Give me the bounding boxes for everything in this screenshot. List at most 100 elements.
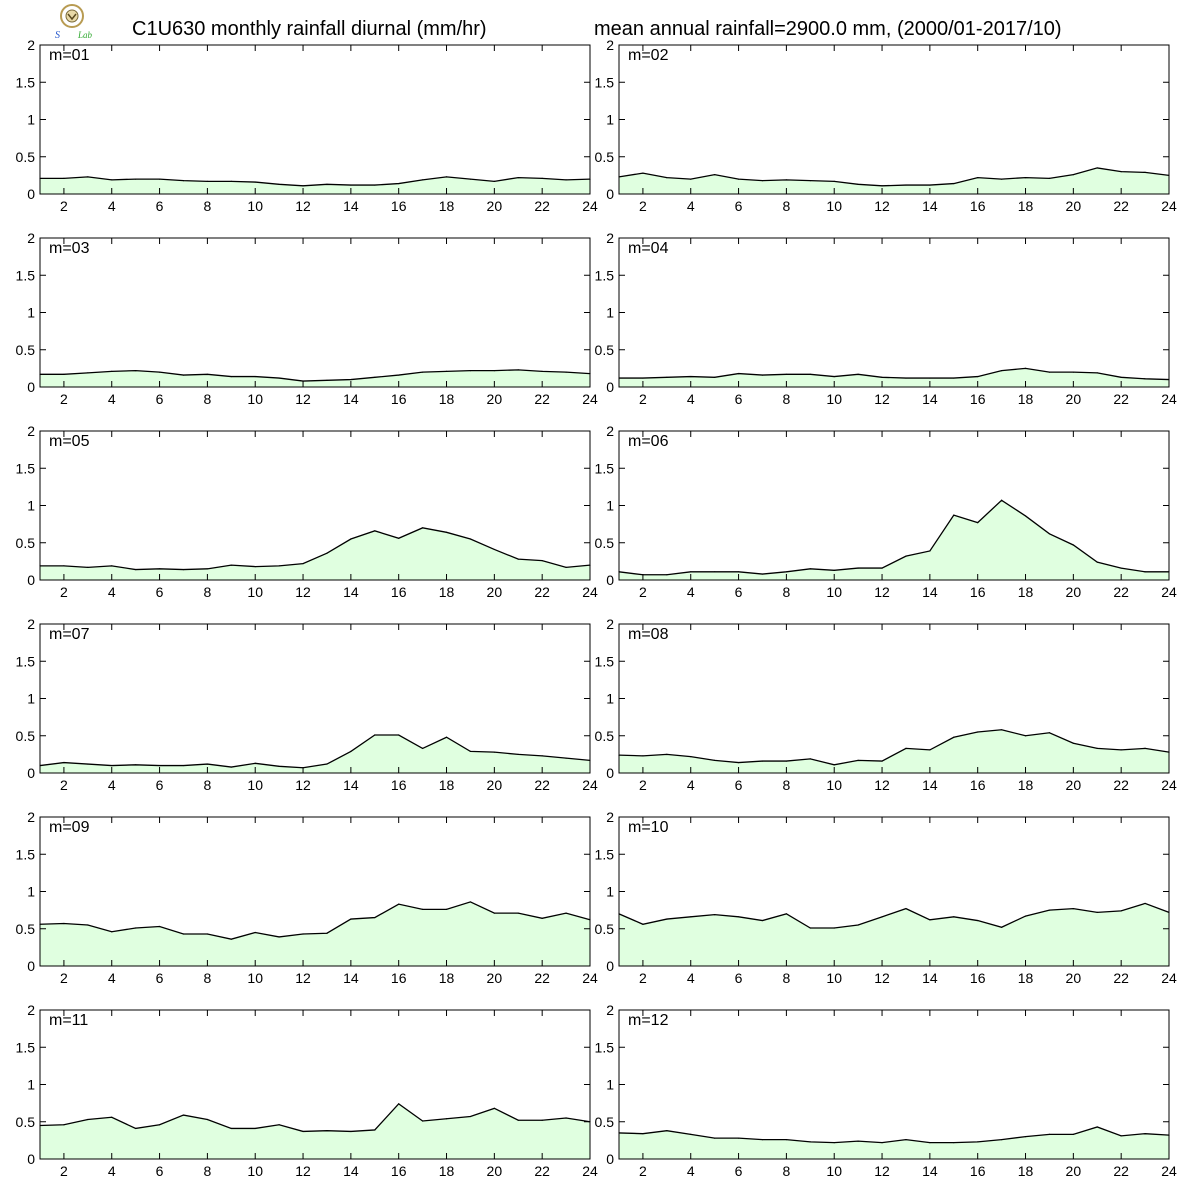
data-point xyxy=(714,1137,716,1139)
x-tick-label: 2 xyxy=(639,391,647,407)
y-tick-label: 0.5 xyxy=(16,149,36,165)
data-point xyxy=(517,558,519,560)
data-point xyxy=(565,757,567,759)
y-tick-label: 1.5 xyxy=(16,653,36,669)
data-point xyxy=(326,183,328,185)
svg-text:Lab: Lab xyxy=(77,30,92,40)
data-point xyxy=(1096,747,1098,750)
x-tick-label: 10 xyxy=(247,198,263,214)
data-point xyxy=(1048,371,1051,373)
x-tick-label: 6 xyxy=(735,970,743,986)
x-tick-label: 12 xyxy=(295,584,311,600)
data-point xyxy=(761,919,764,922)
y-tick-label: 1 xyxy=(27,1077,35,1093)
data-point xyxy=(158,371,161,373)
rainfall-line xyxy=(618,729,1170,766)
data-point xyxy=(565,179,567,181)
data-point xyxy=(254,762,256,764)
data-point xyxy=(206,568,208,570)
lab-logo-icon: S Lab xyxy=(55,4,92,41)
data-point xyxy=(517,1119,519,1121)
data-point xyxy=(809,568,811,570)
x-tick-label: 10 xyxy=(247,584,263,600)
data-point xyxy=(1120,749,1122,751)
x-tick-label: 24 xyxy=(582,391,598,407)
x-tick-label: 8 xyxy=(203,198,211,214)
x-tick-label: 6 xyxy=(156,584,164,600)
x-tick-label: 18 xyxy=(439,391,455,407)
data-point xyxy=(857,567,859,569)
panel-m-04: 00.511.522 4 6 8 10 12 14 16 18 20 22 24m=04 xyxy=(595,230,1177,407)
x-tick-label: 10 xyxy=(247,777,263,793)
data-point xyxy=(977,375,979,378)
data-point xyxy=(1001,926,1003,928)
x-tick-label: 12 xyxy=(295,391,311,407)
y-tick-label: 1 xyxy=(27,112,35,128)
rainfall-line xyxy=(618,1126,1170,1144)
data-point xyxy=(182,1114,185,1116)
y-tick-label: 1.5 xyxy=(595,653,615,669)
data-point xyxy=(905,555,907,557)
rainfall-line xyxy=(618,902,1170,929)
x-tick-label: 8 xyxy=(782,777,790,793)
y-tick-label: 0 xyxy=(606,958,614,974)
y-tick-label: 0.5 xyxy=(16,535,36,551)
x-tick-label: 10 xyxy=(826,198,842,214)
x-tick-label: 2 xyxy=(639,584,647,600)
data-point xyxy=(929,919,931,921)
x-tick-label: 24 xyxy=(582,970,598,986)
y-tick-label: 1 xyxy=(606,691,614,707)
x-tick-label: 4 xyxy=(108,391,116,407)
data-point xyxy=(350,378,352,381)
y-tick-label: 0.5 xyxy=(595,149,615,165)
x-tick-label: 22 xyxy=(534,584,550,600)
data-point xyxy=(1001,499,1003,501)
data-point xyxy=(1144,902,1146,905)
data-point xyxy=(254,181,256,183)
data-point xyxy=(87,924,89,926)
x-tick-label: 14 xyxy=(922,584,938,600)
x-tick-label: 12 xyxy=(295,970,311,986)
data-point xyxy=(1001,1139,1003,1141)
data-point xyxy=(1048,177,1051,179)
data-point xyxy=(469,538,472,540)
rainfall-area xyxy=(619,167,1169,194)
panel-label: m=03 xyxy=(49,240,90,257)
data-point xyxy=(541,560,543,562)
panel-m-01: 00.511.522 4 6 8 10 12 14 16 18 20 22 24m=01 xyxy=(16,37,598,214)
data-point xyxy=(135,370,137,372)
data-point xyxy=(374,530,376,532)
data-point xyxy=(158,764,161,767)
x-tick-label: 8 xyxy=(782,198,790,214)
data-point xyxy=(517,753,519,755)
y-tick-label: 1 xyxy=(606,112,614,128)
data-point xyxy=(326,552,328,554)
data-point xyxy=(493,370,495,372)
data-point xyxy=(87,372,89,374)
data-point xyxy=(230,938,232,940)
data-point xyxy=(87,763,89,765)
panel-m-08: 00.511.522 4 6 8 10 12 14 16 18 20 22 24m=08 xyxy=(595,616,1177,793)
data-point xyxy=(278,377,280,379)
y-tick-label: 1.5 xyxy=(595,74,615,90)
x-tick-label: 12 xyxy=(874,970,890,986)
data-point xyxy=(206,933,208,935)
data-point xyxy=(445,370,448,372)
data-point xyxy=(254,931,256,934)
panel-label: m=05 xyxy=(49,433,90,450)
x-tick-label: 10 xyxy=(826,1163,842,1179)
rainfall-line xyxy=(40,369,591,382)
data-point xyxy=(565,1117,567,1119)
data-point xyxy=(350,750,352,752)
data-point xyxy=(929,749,931,751)
data-point xyxy=(737,571,740,573)
y-tick-label: 0.5 xyxy=(595,342,615,358)
data-point xyxy=(350,918,352,920)
data-point xyxy=(182,764,185,767)
y-tick-label: 0 xyxy=(606,186,614,202)
y-tick-label: 1 xyxy=(27,691,35,707)
x-tick-label: 16 xyxy=(970,970,986,986)
x-tick-label: 10 xyxy=(826,584,842,600)
data-point xyxy=(833,569,835,571)
